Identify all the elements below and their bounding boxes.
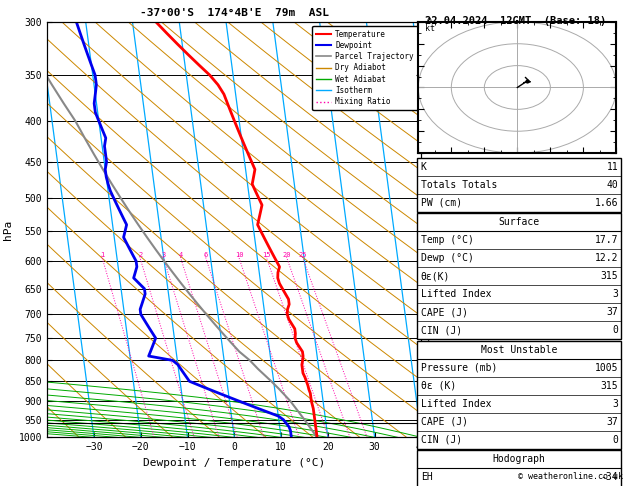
Text: CIN (J): CIN (J): [421, 325, 462, 335]
Text: Pressure (mb): Pressure (mb): [421, 363, 497, 373]
Text: LCL: LCL: [429, 419, 444, 428]
Text: 3: 3: [613, 399, 618, 409]
Text: 22.04.2024  12GMT  (Base: 18): 22.04.2024 12GMT (Base: 18): [425, 16, 606, 26]
Text: 37: 37: [606, 417, 618, 427]
Text: 25: 25: [299, 252, 307, 258]
Text: 4: 4: [179, 252, 183, 258]
Text: 6: 6: [204, 252, 208, 258]
Text: 315: 315: [601, 271, 618, 281]
Text: -34: -34: [601, 472, 618, 482]
Text: CAPE (J): CAPE (J): [421, 307, 468, 317]
Title: -37°00'S  174°4B'E  79m  ASL: -37°00'S 174°4B'E 79m ASL: [140, 8, 329, 18]
Text: Lifted Index: Lifted Index: [421, 289, 491, 299]
Text: 10: 10: [235, 252, 243, 258]
Text: 2: 2: [138, 252, 142, 258]
Text: Surface: Surface: [499, 217, 540, 227]
Text: 11: 11: [606, 162, 618, 172]
Text: 20: 20: [282, 252, 291, 258]
Text: 12.2: 12.2: [595, 253, 618, 263]
Y-axis label: hPa: hPa: [3, 220, 13, 240]
Legend: Temperature, Dewpoint, Parcel Trajectory, Dry Adiabot, Wet Adiabat, Isotherm, Mi: Temperature, Dewpoint, Parcel Trajectory…: [312, 26, 418, 110]
Text: Mixing Ratio (g/kg): Mixing Ratio (g/kg): [432, 182, 441, 277]
Text: 315: 315: [601, 381, 618, 391]
Text: 1.66: 1.66: [595, 198, 618, 208]
Text: 17.7: 17.7: [595, 235, 618, 245]
Text: 1: 1: [100, 252, 104, 258]
Text: θε (K): θε (K): [421, 381, 456, 391]
Text: Lifted Index: Lifted Index: [421, 399, 491, 409]
Text: Totals Totals: Totals Totals: [421, 180, 497, 190]
Text: EH: EH: [421, 472, 433, 482]
Text: CIN (J): CIN (J): [421, 434, 462, 445]
Text: kt: kt: [425, 24, 435, 33]
Text: 40: 40: [606, 180, 618, 190]
Text: PW (cm): PW (cm): [421, 198, 462, 208]
Text: Hodograph: Hodograph: [493, 454, 546, 464]
Y-axis label: km
ASL: km ASL: [443, 230, 461, 251]
Text: © weatheronline.co.uk: © weatheronline.co.uk: [518, 472, 623, 481]
X-axis label: Dewpoint / Temperature (°C): Dewpoint / Temperature (°C): [143, 458, 325, 468]
Text: 37: 37: [606, 307, 618, 317]
Text: 15: 15: [262, 252, 271, 258]
Text: 1005: 1005: [595, 363, 618, 373]
Text: 0: 0: [613, 325, 618, 335]
Text: Most Unstable: Most Unstable: [481, 345, 557, 355]
Text: θε(K): θε(K): [421, 271, 450, 281]
Text: 3: 3: [162, 252, 165, 258]
Text: CAPE (J): CAPE (J): [421, 417, 468, 427]
Text: K: K: [421, 162, 426, 172]
Text: 0: 0: [613, 434, 618, 445]
Text: Dewp (°C): Dewp (°C): [421, 253, 474, 263]
Text: 3: 3: [613, 289, 618, 299]
Text: Temp (°C): Temp (°C): [421, 235, 474, 245]
